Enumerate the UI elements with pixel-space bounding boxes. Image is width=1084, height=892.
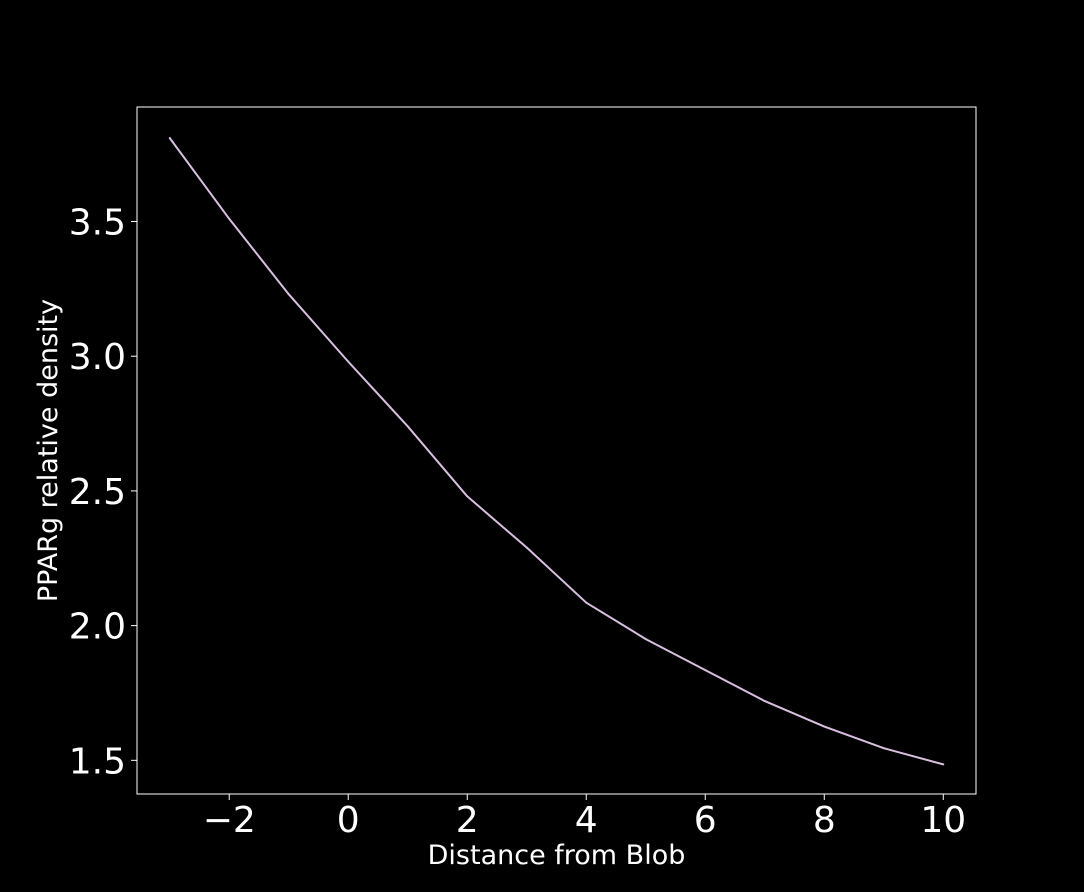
y-tick-label: 2.5 — [69, 472, 126, 513]
x-tick-label: 8 — [813, 800, 836, 841]
x-tick-label: −2 — [203, 800, 256, 841]
x-axis-title: Distance from Blob — [428, 840, 686, 871]
data-point — [585, 601, 588, 604]
data-point — [347, 360, 350, 363]
y-tick-label: 3.0 — [69, 337, 126, 378]
data-point — [406, 425, 409, 428]
y-axis-title: PPARg relative density — [33, 299, 64, 602]
data-point — [228, 217, 231, 220]
series-line — [168, 137, 944, 766]
y-tick-label: 1.5 — [69, 741, 126, 782]
x-tick-label: 0 — [337, 800, 360, 841]
data-point — [763, 700, 766, 703]
y-tick-label: 2.0 — [69, 607, 126, 648]
x-tick-label: 4 — [575, 800, 598, 841]
x-tick-label: 6 — [694, 800, 717, 841]
data-point — [942, 763, 945, 766]
x-tick-label: 10 — [920, 800, 966, 841]
data-point — [466, 495, 469, 498]
axes-frame — [136, 106, 977, 795]
x-tick-label: 2 — [456, 800, 479, 841]
y-axis: 1.5 2.0 2.5 3.0 3.5 — [69, 203, 137, 782]
x-axis: −2 0 2 4 6 8 10 — [203, 794, 966, 841]
data-point — [525, 546, 528, 549]
y-tick-label: 3.5 — [69, 203, 126, 244]
data-point — [287, 293, 290, 296]
data-point — [644, 638, 647, 641]
data-point — [882, 747, 885, 750]
data-point — [704, 669, 707, 672]
plot-area — [168, 136, 945, 766]
data-point — [823, 725, 826, 728]
data-point — [168, 136, 171, 139]
